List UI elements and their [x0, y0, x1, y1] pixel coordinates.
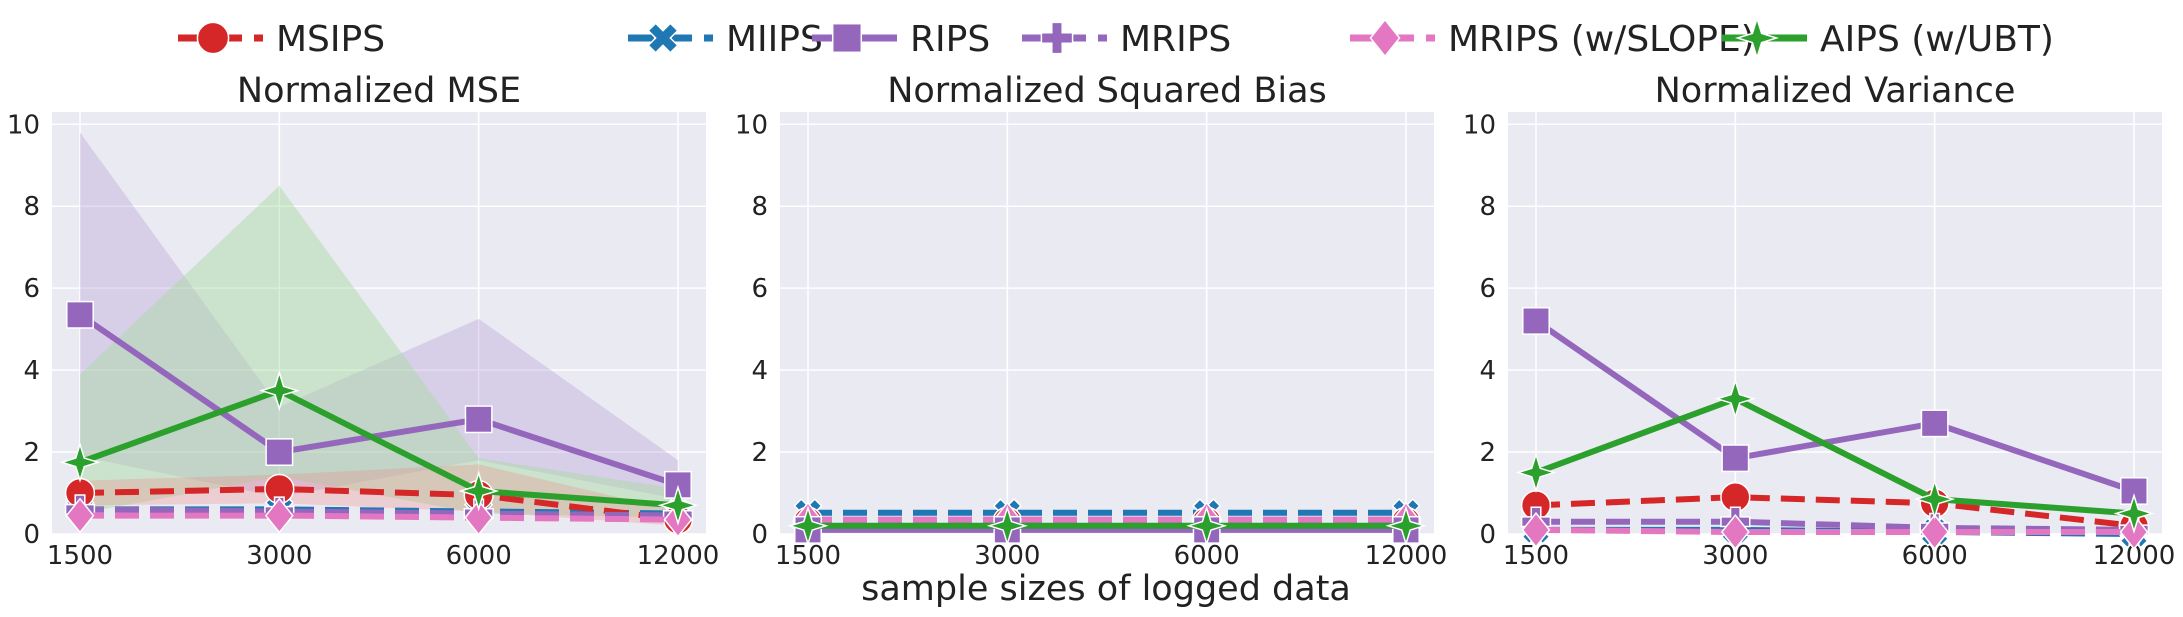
data-point-square-icon	[1522, 307, 1550, 335]
data-point-diamond-icon	[464, 499, 494, 536]
legend-entry-msips: MSIPS	[178, 19, 385, 60]
series-rips	[66, 300, 692, 499]
data-point-star-icon	[59, 441, 101, 483]
data-point-diamond-icon	[1521, 511, 1551, 548]
plot-background	[1508, 112, 2162, 534]
series-line	[78, 387, 679, 509]
y-tick-label: 10	[7, 110, 40, 140]
y-tick-label: 2	[751, 438, 768, 468]
y-tick-label: 0	[751, 520, 768, 550]
legend-label: MSIPS	[276, 19, 385, 60]
chart-panel-normalized-mse: 0 2 4 6 8 10 1500 3000 6000 12000 Normalized MSE	[7, 71, 719, 571]
y-tick-label: 2	[23, 438, 40, 468]
data-point-star-icon	[1714, 378, 1756, 420]
legend-label: MIIPS	[726, 19, 823, 60]
x-tick-label: 3000	[246, 541, 312, 571]
panel-title: Normalized Variance	[1655, 71, 2016, 111]
data-point-diamond-icon	[65, 497, 95, 534]
y-tick-label: 6	[1479, 274, 1496, 304]
data-point-star-icon	[1914, 478, 1956, 520]
legend-label: RIPS	[910, 19, 990, 60]
panel-title: Normalized Squared Bias	[887, 71, 1327, 111]
confidence-band-msips	[80, 464, 678, 526]
legend-label: AIPS (w/UBT)	[1820, 19, 2054, 60]
panel-title: Normalized MSE	[237, 71, 521, 111]
y-tick-label: 8	[751, 192, 768, 222]
legend-marker-x-icon	[647, 22, 679, 54]
legend-marker-circle-icon	[196, 21, 230, 55]
legend-entry-rips: RIPS	[812, 19, 990, 60]
data-point-square-icon	[66, 300, 94, 329]
x-axis-label: sample sizes of logged data	[861, 569, 1351, 609]
x-tick-label: 12000	[637, 541, 720, 571]
data-point-star-icon	[2113, 492, 2155, 535]
legend-marker-diamond-icon	[1369, 18, 1401, 58]
x-tick-label: 1500	[47, 541, 113, 571]
series-aips-w-ubt	[59, 370, 699, 526]
series-line	[79, 485, 679, 523]
data-point-square-icon	[265, 438, 294, 467]
data-point-diamond-icon	[1720, 513, 1750, 550]
series-line	[1535, 494, 2135, 529]
data-point-star-icon	[657, 484, 699, 526]
series-aips-w-ubt	[787, 505, 1427, 547]
series-line	[1534, 318, 2135, 494]
series-line	[78, 312, 679, 488]
data-point-star-icon	[458, 470, 500, 512]
y-tick-label: 4	[751, 356, 768, 386]
data-point-square-icon	[1920, 409, 1949, 438]
y-tick-label: 10	[735, 110, 768, 140]
series-line	[1534, 395, 2135, 517]
data-point-square-icon	[1721, 444, 1750, 473]
series-line	[79, 506, 679, 519]
series-aips-w-ubt	[1515, 378, 2155, 535]
series-mrips-w-slope	[65, 497, 693, 538]
confidence-band-aips-w-ubt	[80, 185, 678, 518]
series-line	[80, 512, 679, 523]
y-tick-label: 2	[1479, 438, 1496, 468]
legend: MSIPS MIIPS RIPS MRIPS MRIPS (w/SLOPE) AIPS (…	[178, 15, 2054, 61]
legend-label: MRIPS	[1120, 19, 1231, 60]
data-point-star-icon	[258, 370, 300, 412]
legend-entry-aips-w-ubt: AIPS (w/UBT)	[1722, 15, 2054, 61]
legend-label: MRIPS (w/SLOPE)	[1448, 19, 1755, 60]
data-point-diamond-icon	[1920, 513, 1950, 550]
data-point-star-icon	[1515, 451, 1557, 494]
data-point-star-icon	[986, 505, 1028, 547]
y-tick-label: 8	[1479, 192, 1496, 222]
data-point-square-icon	[464, 405, 493, 434]
y-tick-label: 0	[23, 520, 40, 550]
legend-entry-mrips: MRIPS	[1022, 19, 1231, 60]
legend-entry-mrips-w-slope: MRIPS (w/SLOPE)	[1350, 18, 1755, 60]
legend-marker-star-icon	[1734, 15, 1780, 61]
x-tick-label: 6000	[446, 541, 512, 571]
series-line	[1535, 526, 2134, 535]
data-point-star-icon	[1385, 505, 1427, 547]
series-line	[1536, 518, 2135, 533]
series-mrips-w-slope	[1521, 511, 2149, 550]
legend-entry-miips: MIIPS	[628, 19, 823, 60]
y-tick-label: 6	[751, 274, 768, 304]
plot-background	[780, 112, 1434, 534]
y-tick-label: 8	[23, 192, 40, 222]
data-point-star-icon	[787, 505, 829, 547]
legend-marker-plus-icon	[1040, 21, 1074, 55]
data-point-diamond-icon	[264, 497, 294, 534]
legend-marker-square-icon	[831, 22, 863, 54]
y-tick-label: 6	[23, 274, 40, 304]
y-tick-label: 10	[1463, 110, 1496, 140]
plot-background	[52, 112, 706, 534]
y-tick-label: 4	[23, 356, 40, 386]
data-point-star-icon	[1186, 505, 1228, 547]
y-tick-label: 4	[1479, 356, 1496, 386]
chart-panels: 0 2 4 6 8 10 1500 3000 6000 12000 Normalized MSE 0 2…	[7, 71, 2175, 571]
series-rips	[1522, 307, 2148, 505]
y-tick-label: 0	[1479, 520, 1496, 550]
